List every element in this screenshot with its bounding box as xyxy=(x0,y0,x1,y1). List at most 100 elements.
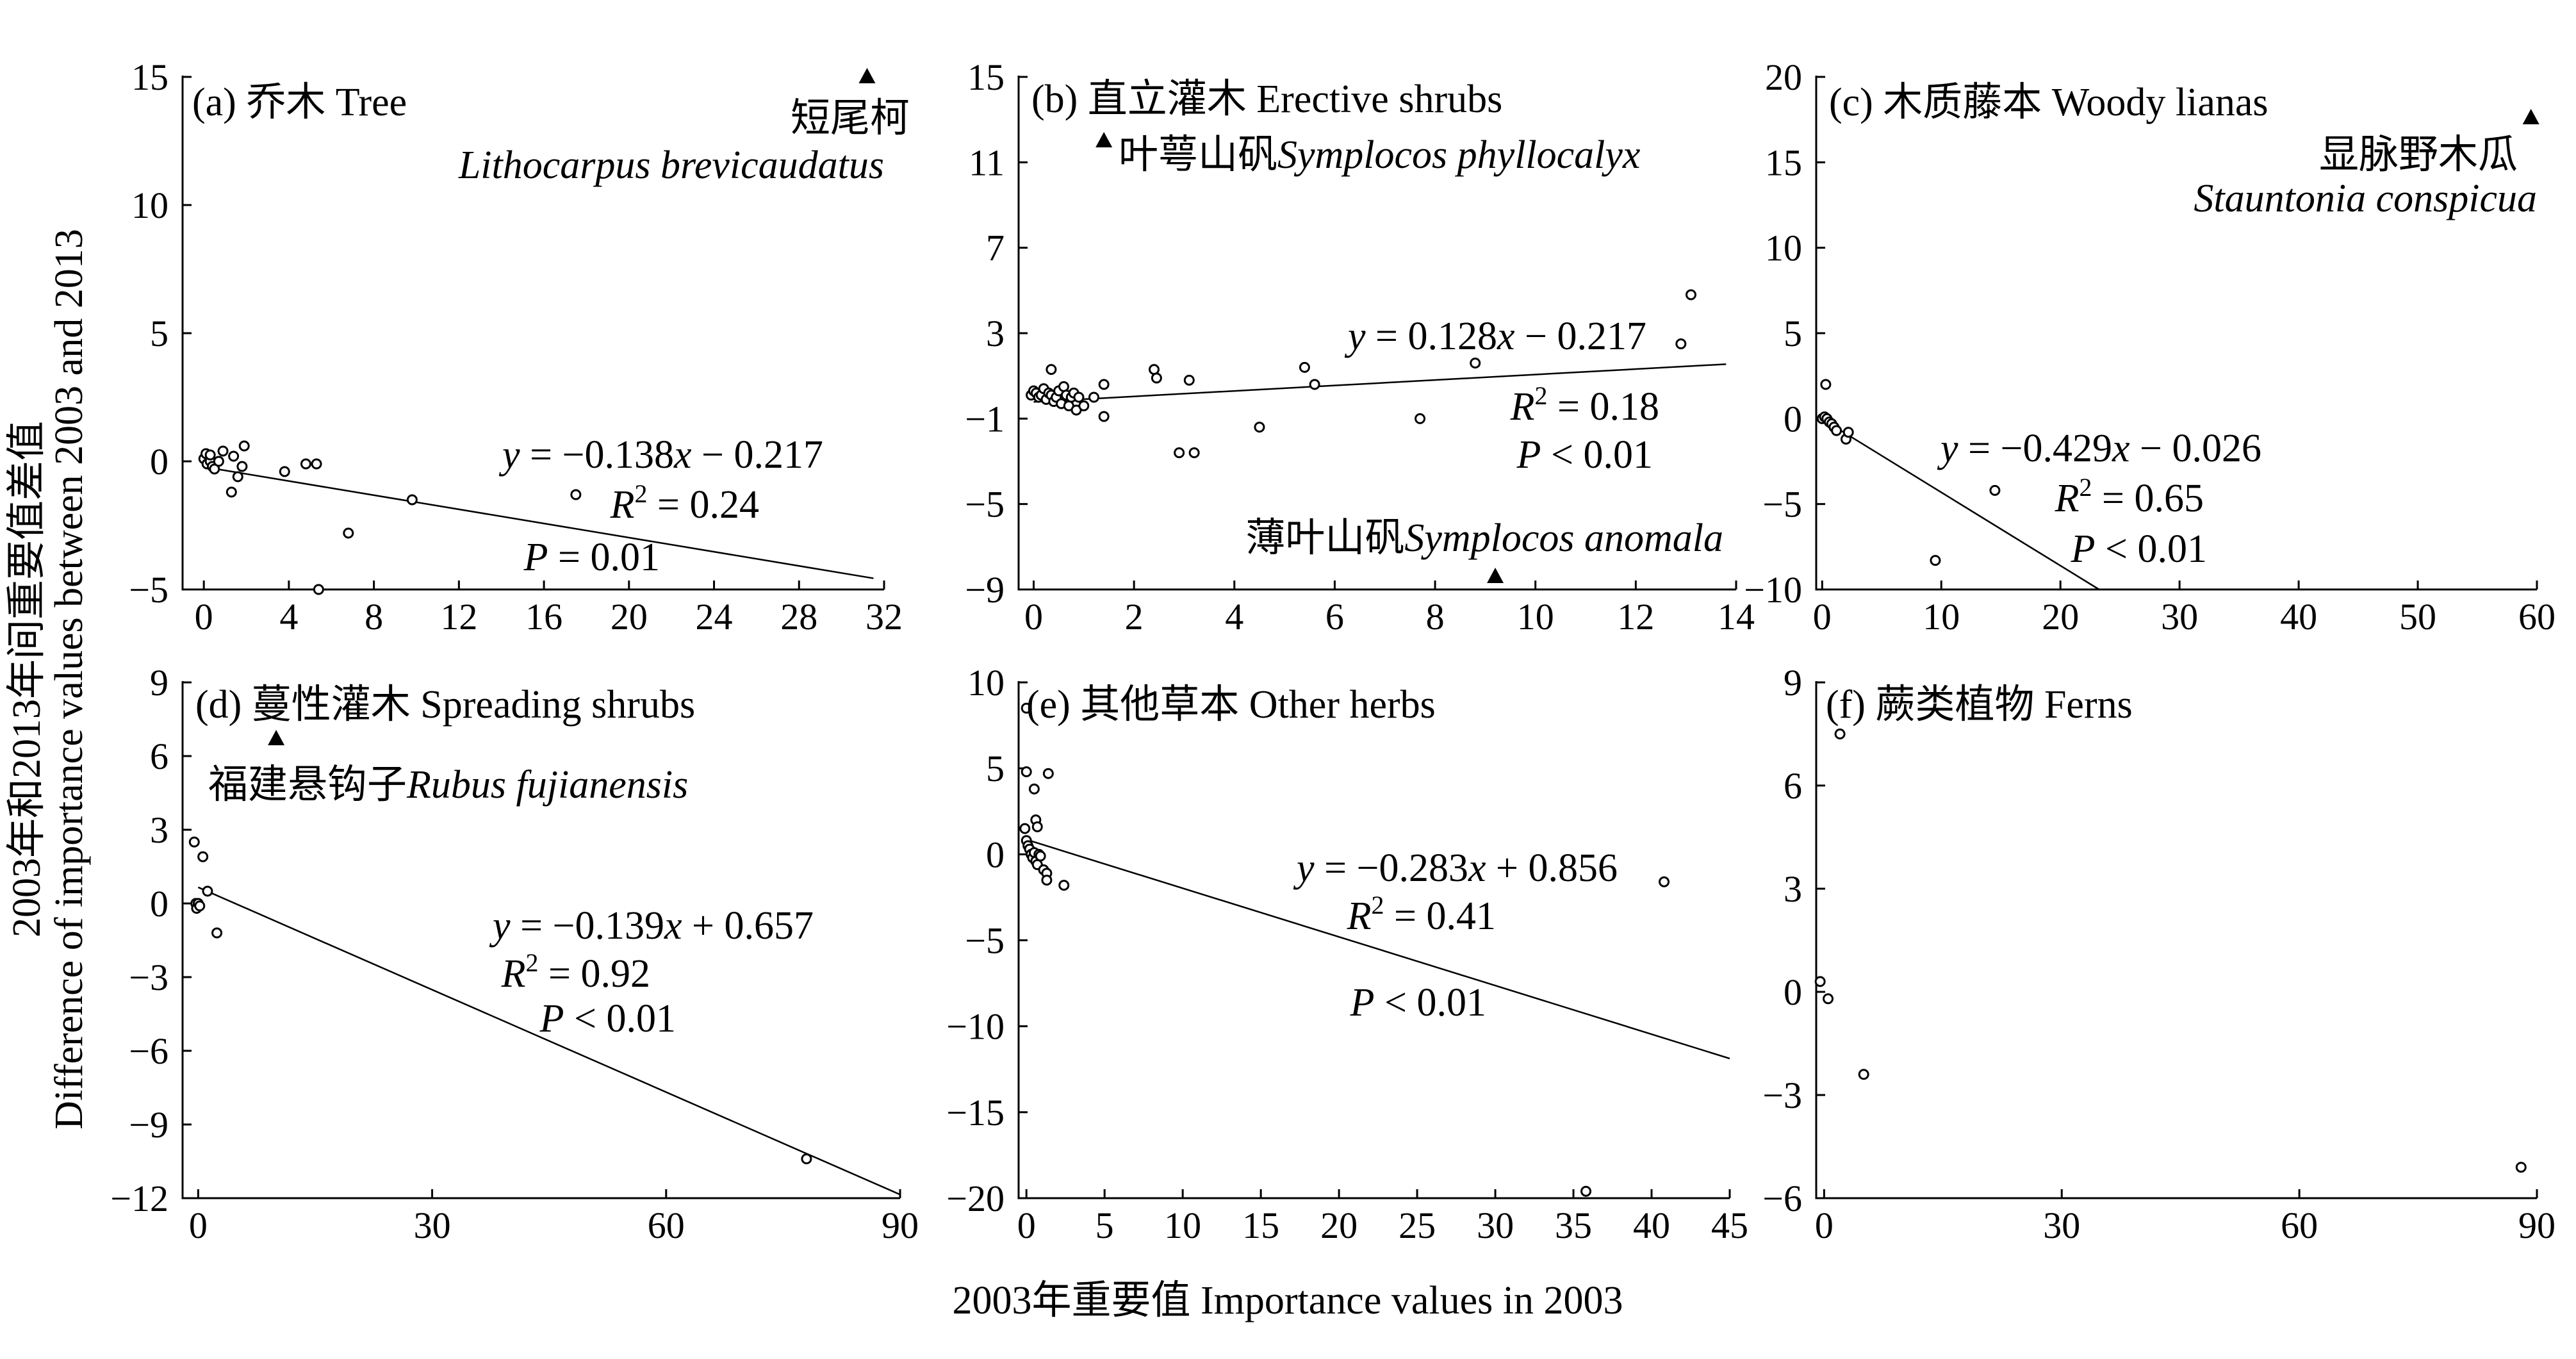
x-tick-label-e: 20 xyxy=(1320,1205,1358,1246)
x-tick-label-a: 28 xyxy=(780,596,817,638)
data-point-e xyxy=(1021,702,1032,714)
panel-b: 0 2 4 6 8 10 12 14 −9 −5 −1 3 7 11 15 (b) 直立灌木 Erective… xyxy=(965,56,1755,638)
data-point-a xyxy=(238,440,250,452)
x-tick-label-f: 90 xyxy=(2518,1205,2555,1246)
species-latin: Rubus fujianensis xyxy=(406,763,688,807)
axes-e xyxy=(1017,681,1730,1199)
data-point-a xyxy=(343,527,354,539)
species-latin-a: Lithocarpus brevicaudatus xyxy=(458,144,884,187)
fit-line-e xyxy=(1026,839,1730,1060)
y-tick-label-a: 0 xyxy=(150,441,168,482)
species-label-d: 福建悬钩子Rubus fujianensis xyxy=(208,763,688,807)
species-latin: Symplocos phyllocalyx xyxy=(1277,133,1641,177)
x-tick-label-d: 90 xyxy=(882,1205,919,1246)
p-value-c: P < 0.01 xyxy=(2071,527,2207,571)
y-tick-label-e: 10 xyxy=(967,662,1005,704)
y-tick-label-d: 9 xyxy=(150,662,168,704)
outlier-triangle-b-2 xyxy=(1095,132,1113,147)
regression-equation-a: y = −0.138x − 0.217 xyxy=(498,433,823,477)
data-point-e xyxy=(1019,823,1031,834)
x-tick-label-a: 16 xyxy=(525,596,562,638)
x-tick-label-e: 45 xyxy=(1711,1205,1748,1246)
y-tick-label-b: 7 xyxy=(986,227,1005,269)
x-tick-label-a: 12 xyxy=(440,596,477,638)
regression-equation-c: y = −0.429x − 0.026 xyxy=(1937,427,2261,470)
x-tick-label-d: 0 xyxy=(189,1205,208,1246)
data-point-c xyxy=(1930,555,1941,566)
y-tick-label-c: 20 xyxy=(1765,56,1802,98)
outlier-triangle-a xyxy=(858,68,876,83)
panel-title-d: (d) 蔓性灌木 Spreading shrubs xyxy=(195,683,695,727)
regression-equation-d: y = −0.139x + 0.657 xyxy=(489,904,814,948)
panel-title-e: (e) 其他草本 Other herbs xyxy=(1026,683,1436,727)
x-tick-label-d: 60 xyxy=(648,1205,685,1246)
data-point-b xyxy=(1470,358,1481,369)
y-tick-label-e: 5 xyxy=(986,748,1005,789)
data-point-e xyxy=(1580,1185,1592,1197)
panel-f: 0 30 60 90 −6 −3 0 3 6 9 (f) 蕨类植物 Ferns xyxy=(1762,662,2555,1246)
data-point-e xyxy=(1041,875,1053,886)
x-tick-label-c: 60 xyxy=(2518,596,2555,638)
data-point-a xyxy=(311,458,322,470)
data-point-e xyxy=(1031,821,1043,832)
species-cn: 福建悬钩子 xyxy=(208,763,407,807)
data-point-a xyxy=(232,471,243,482)
p-value-a: P = 0.01 xyxy=(523,536,660,579)
data-point-f xyxy=(1834,729,1846,739)
x-tick-label-f: 30 xyxy=(2043,1205,2080,1246)
p-value-b: P < 0.01 xyxy=(1516,433,1653,477)
y-tick-label-c: 0 xyxy=(1784,398,1802,440)
y-tick-label-b: −5 xyxy=(965,484,1005,525)
y-tick-label-c: −10 xyxy=(1744,569,1802,611)
species-cn: 叶萼山矾 xyxy=(1119,133,1277,177)
panel-a: 0 4 8 12 16 20 24 28 32 −5 0 5 10 15 (a) 乔木 Tree 短尾柯Lit… xyxy=(129,56,910,638)
x-tick-label-f: 0 xyxy=(1815,1205,1834,1246)
y-tick-label-b: 3 xyxy=(986,313,1005,354)
data-point-b xyxy=(1686,289,1697,301)
data-point-a xyxy=(226,486,237,498)
r-squared-b: R2 = 0.18 xyxy=(1510,381,1659,429)
data-point-b xyxy=(1174,447,1185,459)
x-tick-label-c: 20 xyxy=(2042,596,2079,638)
x-tick-label-e: 25 xyxy=(1399,1205,1436,1246)
y-tick-label-d: 6 xyxy=(150,736,168,777)
panel-title-a: (a) 乔木 Tree xyxy=(192,81,407,124)
data-point-a xyxy=(406,494,418,506)
x-tick-label-b: 2 xyxy=(1125,596,1144,638)
fit-line-a xyxy=(203,466,874,579)
data-point-a xyxy=(300,458,311,470)
data-point-b xyxy=(1254,422,1265,433)
x-tick-label-a: 0 xyxy=(195,596,213,638)
y-tick-label-f: 0 xyxy=(1784,971,1802,1013)
data-point-d xyxy=(202,885,213,897)
x-tick-label-c: 30 xyxy=(2161,596,2198,638)
species-latin-c: Stauntonia conspicua xyxy=(2194,177,2537,220)
data-point-a xyxy=(213,456,224,467)
species-label-b: 叶萼山矾Symplocos phyllocalyx xyxy=(1119,133,1641,177)
regression-equation-e: y = −0.283x + 0.856 xyxy=(1293,846,1618,890)
x-tick-label-e: 35 xyxy=(1555,1205,1592,1246)
r-squared-e: R2 = 0.41 xyxy=(1347,891,1496,938)
x-tick-label-b: 8 xyxy=(1426,596,1445,638)
y-axis-title-cn: 2003年和2013年间重要值差值 xyxy=(5,421,49,937)
y-tick-label-f: −6 xyxy=(1762,1178,1802,1219)
y-tick-label-c: 5 xyxy=(1784,313,1802,354)
panel-e: 0 5 10 15 20 25 30 35 40 45 −20 −15 −10 −5 0 5 10 (e) 其他草… xyxy=(946,662,1748,1246)
x-tick-label-b: 12 xyxy=(1617,596,1654,638)
y-tick-label-e: −10 xyxy=(946,1006,1005,1048)
x-tick-label-c: 10 xyxy=(1923,596,1960,638)
y-tick-label-a: 15 xyxy=(131,56,168,98)
x-tick-label-b: 6 xyxy=(1325,596,1344,638)
x-tick-label-a: 4 xyxy=(279,596,298,638)
y-tick-label-e: −5 xyxy=(965,920,1005,962)
y-tick-label-c: 10 xyxy=(1765,227,1802,269)
y-tick-label-d: −12 xyxy=(110,1178,168,1219)
x-tick-label-c: 40 xyxy=(2280,596,2317,638)
fit-line-b xyxy=(1033,363,1727,403)
data-point-e xyxy=(1028,783,1040,795)
data-point-a xyxy=(204,449,216,461)
data-point-e xyxy=(1035,850,1046,862)
data-point-b xyxy=(1098,379,1110,390)
data-point-b xyxy=(1309,379,1320,390)
data-point-f xyxy=(1823,993,1834,1005)
